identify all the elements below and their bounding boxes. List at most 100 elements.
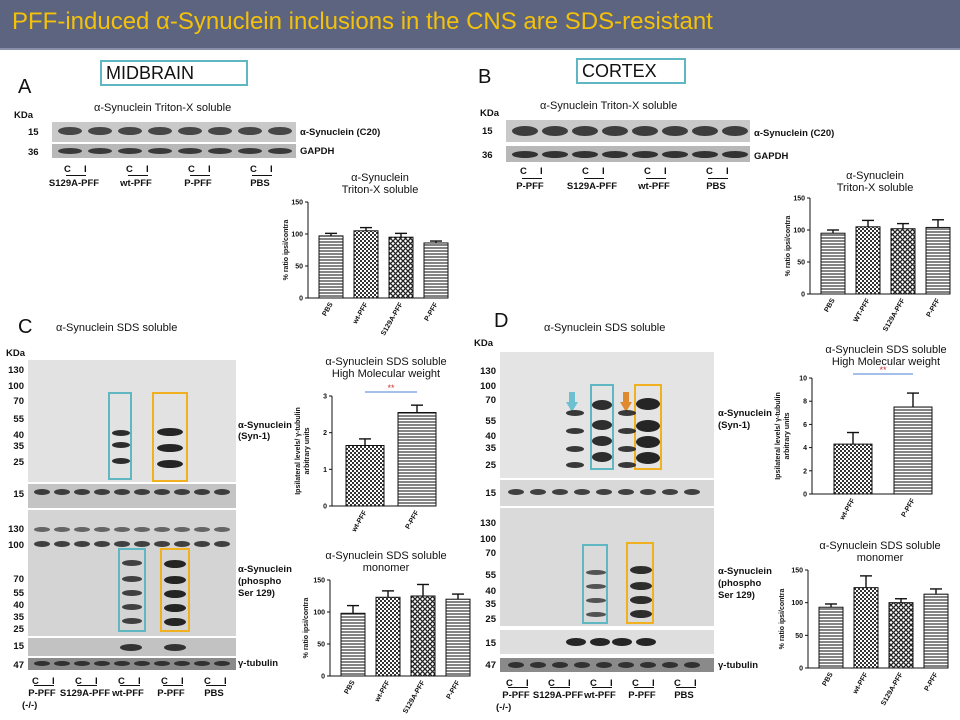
lane-i-label: I	[602, 166, 605, 177]
lane-group-rule	[550, 687, 570, 688]
lane-i-label: I	[526, 678, 529, 689]
y-axis-label: % ratio ipsi/contra	[283, 220, 290, 281]
blot-band	[148, 127, 172, 135]
d-label-phos-c: Ser 129)	[718, 590, 755, 601]
x-tick-label: wt-PFF	[374, 679, 393, 704]
blot-band	[530, 662, 546, 668]
c-label-phos-c: Ser 129)	[238, 588, 275, 599]
x-tick-label: PBS	[321, 301, 334, 317]
blot-band	[208, 127, 232, 135]
blot-band	[268, 148, 292, 154]
d-arrow-blue	[566, 392, 578, 412]
chart-a-title: α-Synuclein Triton-X soluble	[320, 172, 440, 196]
lane-group-rule	[708, 178, 728, 179]
blot-band	[612, 638, 632, 646]
blot-band	[632, 151, 658, 158]
x-tick-label: S129A-PFF	[880, 671, 905, 707]
lane-c-label: C	[161, 676, 168, 687]
blot-band	[94, 541, 110, 547]
lane-group-rule	[34, 685, 54, 686]
lane-c-label: C	[582, 166, 589, 177]
blot-band	[122, 560, 142, 566]
x-tick-label: S129A-PFF	[380, 301, 405, 337]
kda-marker: 70	[13, 574, 24, 585]
x-tick-label: wt-PFF	[352, 301, 371, 326]
lane-c-label: C	[75, 676, 82, 687]
blot-band	[566, 462, 584, 468]
bar-s129a-pff	[410, 595, 436, 677]
d-blot-title: α-Synuclein SDS soluble	[544, 322, 666, 334]
lane-group-label: PBS	[674, 690, 694, 701]
kda-marker: 15	[13, 641, 24, 652]
blot-band	[692, 151, 718, 158]
blot-band	[214, 489, 230, 495]
blot-band	[34, 661, 50, 666]
blot-band	[118, 127, 142, 135]
a-blot-syn	[52, 122, 296, 142]
blot-band	[122, 576, 142, 582]
blot-band	[722, 126, 748, 136]
lane-i-label: I	[84, 164, 87, 175]
lane-c-label: C	[520, 166, 527, 177]
blot-band	[552, 489, 568, 495]
c-highlight-wt-phos	[118, 548, 146, 632]
lane-i-label: I	[146, 164, 149, 175]
kda-marker: 40	[13, 600, 24, 611]
blot-band	[164, 590, 186, 598]
blot-band	[636, 638, 656, 646]
blot-band	[34, 527, 50, 532]
a-marker-15: 15	[28, 127, 39, 138]
c-highlight-p-phos	[160, 548, 190, 632]
lane-group-label: P-PFF	[502, 690, 530, 701]
lane-group-rule	[584, 178, 604, 179]
blot-band	[566, 410, 584, 416]
b-blot-gapdh	[506, 146, 750, 162]
lane-group-label: P-PFF	[28, 688, 56, 699]
blot-band	[592, 400, 612, 410]
bar-pbs	[318, 235, 344, 299]
x-tick-label: WT-PFF	[853, 297, 872, 324]
lane-i-label: I	[610, 678, 613, 689]
y-tick-label: 0	[799, 666, 803, 673]
kda-marker: 100	[8, 540, 24, 551]
blot-band	[154, 541, 170, 547]
chart-a-title-line1: α-Synuclein	[351, 172, 409, 184]
blot-band	[74, 527, 90, 532]
lane-group-label: wt-PFF	[584, 690, 616, 701]
lane-i-label: I	[726, 166, 729, 177]
kda-marker: 130	[480, 366, 496, 377]
kda-marker: 55	[485, 570, 496, 581]
blot-band	[178, 127, 202, 135]
blot-band	[114, 489, 130, 495]
y-tick-label: 1	[323, 467, 327, 474]
region-cortex: CORTEX	[576, 58, 686, 84]
blot-band	[164, 576, 186, 584]
blot-band	[596, 489, 612, 495]
blot-band	[112, 442, 130, 448]
lane-group-label: P-PFF	[157, 688, 185, 699]
lane-i-label: I	[270, 164, 273, 175]
kda-marker: 40	[13, 430, 24, 441]
kda-marker: 55	[13, 588, 24, 599]
blot-band	[586, 598, 606, 603]
kda-marker: 25	[13, 457, 24, 468]
lane-group-rule	[252, 175, 272, 176]
chart-c1-title: α-Synuclein SDS soluble High Molecular w…	[306, 356, 466, 380]
chart-d-hmw: 0 2 4 6 8 10 Ipsilateral levels/ γ-tubulin arbi…	[775, 365, 933, 522]
lane-i-label: I	[95, 676, 98, 687]
lane-i-label: I	[568, 678, 571, 689]
blot-band	[164, 604, 186, 612]
y-tick-label: 6	[803, 422, 807, 429]
panel-letter-a: A	[18, 76, 32, 98]
blot-band	[238, 127, 262, 135]
lane-c-label: C	[118, 676, 125, 687]
blot-band	[174, 661, 190, 666]
blot-band	[134, 541, 150, 547]
kda-marker: 35	[13, 612, 24, 623]
lane-group-label: PBS	[204, 688, 224, 699]
blot-band	[118, 148, 142, 154]
panel-letter-d: D	[494, 310, 509, 332]
blot-band	[164, 644, 186, 651]
blot-band	[596, 662, 612, 668]
chart-b-title-line1: α-Synuclein	[846, 170, 904, 182]
